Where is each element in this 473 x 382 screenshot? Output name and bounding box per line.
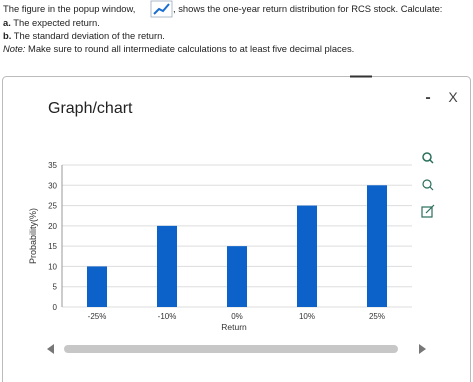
x-tick-label: 10% xyxy=(299,312,315,321)
y-tick-label: 30 xyxy=(48,181,57,190)
zoom-out[interactable] xyxy=(422,179,434,191)
x-tick-label: -10% xyxy=(158,312,177,321)
x-axis-label: Return xyxy=(221,322,247,332)
popup xyxy=(2,76,471,382)
y-tick-label: 20 xyxy=(48,222,57,231)
note-text: Make sure to round all intermediate calc… xyxy=(28,43,354,54)
scrollbar[interactable] xyxy=(47,344,426,354)
bar xyxy=(227,246,247,307)
expand[interactable] xyxy=(421,204,435,218)
chart-icon[interactable] xyxy=(150,0,173,18)
bar xyxy=(367,185,387,307)
y-tick-label: 15 xyxy=(48,242,57,251)
y-tick-label: 25 xyxy=(48,202,57,211)
x-tick-label: 25% xyxy=(369,312,385,321)
y-axis-label: Probability(%) xyxy=(28,208,38,264)
y-tick-label: 0 xyxy=(53,303,58,312)
x-tick-label: -25% xyxy=(88,312,107,321)
item-text: The standard deviation of the return. xyxy=(14,30,165,41)
item-text: The expected return. xyxy=(13,17,100,28)
y-tick-label: 10 xyxy=(48,262,57,271)
bar xyxy=(297,205,317,307)
question-item: a. The expected return. xyxy=(3,17,100,28)
y-tick-label: 5 xyxy=(53,283,58,292)
intro-text: , shows the one-year return distribution… xyxy=(173,3,442,14)
item-label: a. xyxy=(3,17,11,28)
x-tick-label: 0% xyxy=(231,312,243,321)
close-button[interactable]: X xyxy=(448,89,458,105)
popup-title: Graph/chart xyxy=(48,100,133,117)
minimize-button[interactable]: - xyxy=(425,89,430,106)
note: Note: Make sure to round all intermediat… xyxy=(3,43,354,54)
y-tick-label: 35 xyxy=(48,161,57,170)
intro-text: The figure in the popup window, xyxy=(3,3,135,14)
bar xyxy=(157,225,177,307)
bar xyxy=(87,266,107,307)
item-label: b. xyxy=(3,30,11,41)
zoom-in[interactable] xyxy=(422,152,434,164)
question-item: b. The standard deviation of the return. xyxy=(3,30,165,41)
note-label: Note: xyxy=(3,43,26,54)
